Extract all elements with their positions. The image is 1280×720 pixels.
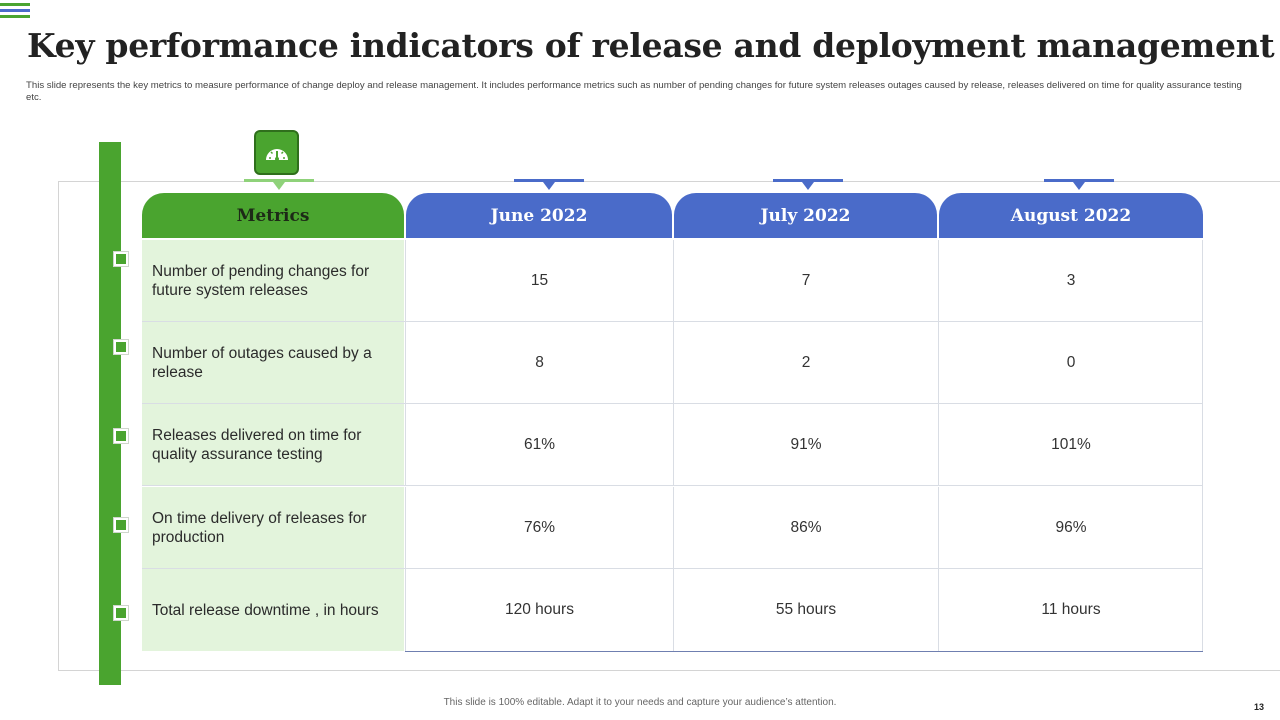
outline-frame — [58, 181, 1280, 671]
value-august: 96% — [938, 487, 1203, 568]
slide-subtitle: This slide represents the key metrics to… — [26, 80, 1242, 103]
timeline-bar — [99, 142, 121, 685]
timeline-bullet — [114, 340, 128, 354]
header-metrics: Metrics — [142, 193, 404, 238]
table-row: Releases delivered on time for quality a… — [142, 404, 1203, 486]
table-row: Number of outages caused by a release 8 … — [142, 322, 1203, 404]
header-july-2022: July 2022 — [674, 193, 937, 238]
value-august: 11 hours — [938, 569, 1203, 651]
header-tick — [514, 179, 584, 182]
header-arrow — [543, 182, 555, 190]
value-july: 55 hours — [673, 569, 938, 651]
timeline-bullet — [114, 429, 128, 443]
speedometer-icon — [254, 130, 299, 175]
slide-title: Key performance indicators of release an… — [27, 26, 1275, 65]
value-august: 3 — [938, 240, 1203, 321]
page-number: 13 — [1253, 702, 1264, 712]
value-june: 15 — [405, 240, 673, 321]
header-arrow — [802, 182, 814, 190]
value-july: 91% — [673, 404, 938, 485]
metric-label: Releases delivered on time for quality a… — [142, 404, 404, 485]
value-june: 8 — [405, 322, 673, 403]
table-row: Number of pending changes for future sys… — [142, 240, 1203, 322]
metric-label: Number of outages caused by a release — [142, 322, 404, 403]
header-june-2022: June 2022 — [406, 193, 672, 238]
menu-icon[interactable] — [0, 0, 30, 20]
value-july: 2 — [673, 322, 938, 403]
header-august-2022: August 2022 — [939, 193, 1203, 238]
timeline-bullet — [114, 518, 128, 532]
value-july: 7 — [673, 240, 938, 321]
metric-label: Total release downtime , in hours — [142, 569, 404, 651]
timeline-bullet — [114, 252, 128, 266]
value-june: 61% — [405, 404, 673, 485]
header-arrow — [273, 182, 285, 190]
slide-footer: This slide is 100% editable. Adapt it to… — [443, 697, 837, 708]
kpi-table: Number of pending changes for future sys… — [142, 240, 1203, 652]
header-arrow — [1073, 182, 1085, 190]
table-bottom-border — [405, 651, 1203, 652]
header-tick — [1044, 179, 1114, 182]
value-august: 0 — [938, 322, 1203, 403]
value-june: 76% — [405, 487, 673, 568]
table-row: On time delivery of releases for product… — [142, 487, 1203, 569]
table-right-border — [1202, 240, 1203, 652]
value-july: 86% — [673, 487, 938, 568]
table-row: Total release downtime , in hours 120 ho… — [142, 569, 1203, 651]
header-tick — [773, 179, 843, 182]
timeline-bullet — [114, 606, 128, 620]
metric-label: On time delivery of releases for product… — [142, 487, 404, 568]
metric-label: Number of pending changes for future sys… — [142, 240, 404, 321]
header-tick — [244, 179, 314, 182]
value-august: 101% — [938, 404, 1203, 485]
value-june: 120 hours — [405, 569, 673, 651]
